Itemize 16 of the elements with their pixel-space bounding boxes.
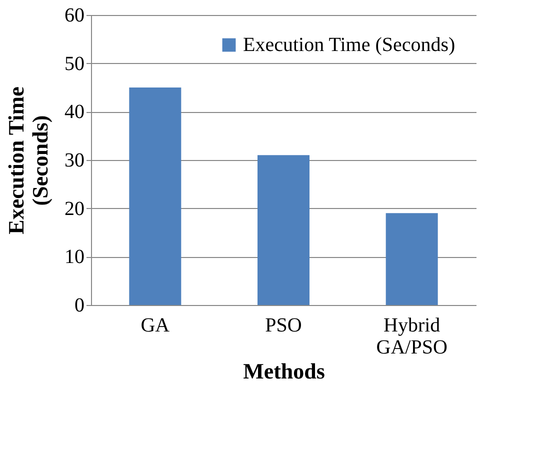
y-tick-label: 0 bbox=[74, 294, 84, 316]
y-tick-label: 60 bbox=[64, 4, 84, 26]
bar bbox=[258, 155, 310, 305]
y-tick-label: 10 bbox=[64, 246, 84, 268]
bar bbox=[129, 88, 182, 305]
x-tick-label: PSO bbox=[265, 314, 302, 336]
y-tick-label: 40 bbox=[64, 101, 84, 124]
y-tick-label: 50 bbox=[64, 52, 84, 75]
x-axis-title: Methods bbox=[243, 358, 326, 384]
legend-label: Execution Time (Seconds) bbox=[243, 34, 456, 56]
bar bbox=[386, 213, 438, 305]
y-tick-label: 20 bbox=[64, 198, 84, 220]
y-axis-title: Execution Time (Seconds) bbox=[4, 86, 52, 234]
y-tick-label: 30 bbox=[64, 150, 84, 172]
x-tick-label: Hybrid GA/PSO bbox=[376, 314, 448, 358]
x-tick-label: GA bbox=[140, 314, 170, 336]
